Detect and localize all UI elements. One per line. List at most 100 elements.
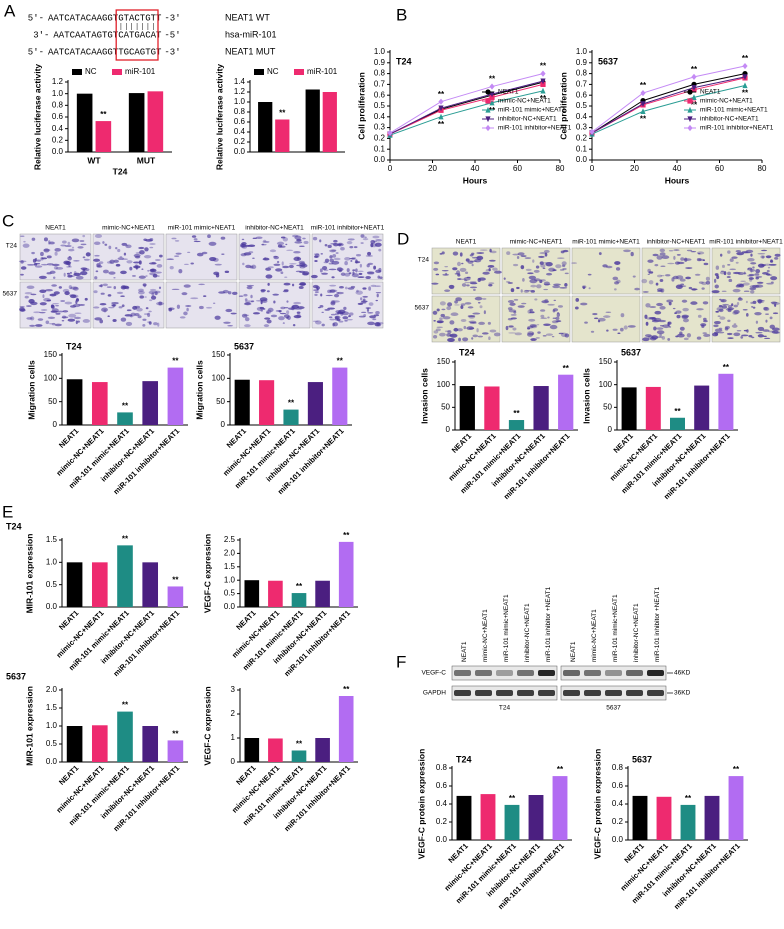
panel-label: D [397, 229, 409, 248]
cell [366, 308, 370, 312]
bar [91, 382, 108, 425]
y-tick-label: 0.9 [374, 58, 386, 67]
cell [641, 278, 648, 284]
cell [761, 255, 765, 259]
cell [185, 305, 192, 307]
bar [91, 562, 108, 607]
cell [252, 312, 261, 315]
cell [263, 324, 270, 328]
cell [299, 282, 306, 286]
cell [244, 317, 250, 322]
cell [458, 337, 461, 342]
cell [332, 300, 340, 303]
chart-title: T24 [66, 341, 82, 351]
cell [106, 286, 112, 288]
cell [139, 295, 144, 299]
cell [279, 312, 287, 315]
cell [736, 301, 740, 306]
cell [477, 335, 483, 338]
cell [472, 334, 479, 338]
y-axis-label: VEGF-C expression [202, 534, 212, 613]
cell [683, 337, 689, 341]
cell [540, 263, 546, 268]
cell [540, 317, 548, 319]
cell [69, 271, 73, 274]
cell [300, 263, 308, 268]
cell [543, 249, 550, 253]
cell [463, 325, 467, 330]
cell [39, 302, 47, 306]
cell [667, 321, 672, 325]
y-axis-label: Relative luciferase activity [32, 64, 42, 171]
x-tick-label: 0 [388, 164, 393, 173]
cell [374, 285, 381, 287]
cell [588, 287, 591, 290]
cell [454, 273, 461, 275]
cell [314, 293, 318, 296]
cell [702, 301, 709, 305]
cell [298, 270, 306, 274]
legend-label: NC [85, 67, 97, 76]
cell [190, 262, 194, 265]
cell [755, 275, 763, 278]
cell [555, 264, 562, 269]
cell [93, 290, 98, 294]
marker [589, 128, 595, 136]
cell [552, 285, 561, 289]
cell [82, 234, 86, 238]
bar [128, 93, 145, 152]
y-axis-label: Migration cells [194, 360, 204, 420]
seq-site: CATGACA [118, 30, 156, 40]
cell [124, 286, 130, 289]
cell [63, 260, 70, 265]
cell [453, 327, 459, 332]
cell [556, 312, 561, 317]
lane-label: miR-101 mimic+NEAT1 [612, 594, 619, 662]
y-tick-label: 0.3 [374, 123, 386, 132]
cell [655, 282, 659, 286]
cell [119, 256, 123, 258]
cell [662, 324, 671, 329]
cell [187, 251, 191, 254]
cell [266, 311, 270, 314]
cell [465, 271, 469, 275]
cell [20, 273, 24, 276]
y-tick-label: 1.0 [52, 89, 64, 98]
cell [20, 235, 25, 238]
marker [640, 89, 646, 97]
cell [43, 237, 48, 242]
cell [41, 257, 48, 260]
seq-name: hsa-miR-101 [225, 29, 277, 39]
cell [435, 328, 441, 332]
cell [203, 295, 207, 298]
chart-title: 5637 [632, 754, 652, 764]
cell [666, 299, 674, 303]
cell [366, 271, 375, 274]
cell [199, 305, 204, 310]
cell [698, 281, 704, 284]
cell [348, 315, 351, 318]
cell [681, 314, 690, 318]
cell [539, 252, 547, 255]
cell [48, 241, 55, 245]
cell [135, 252, 142, 254]
cell [243, 314, 250, 317]
cell [612, 328, 618, 331]
legend-label: miR-101 [125, 67, 156, 76]
y-tick-label: 0 [221, 420, 226, 429]
y-tick-label: 0 [53, 420, 58, 429]
x-tick-label: NEAT1 [57, 426, 80, 449]
marker [485, 89, 491, 95]
cell [688, 286, 693, 290]
cell [547, 316, 550, 319]
cell [374, 322, 381, 327]
cell [656, 327, 664, 330]
cell [741, 251, 749, 254]
cell [360, 302, 367, 304]
lane-label: miR-101 inhibitor +NEAT1 [545, 586, 552, 662]
cell [238, 295, 244, 297]
cell [269, 249, 277, 253]
marker [540, 87, 546, 94]
cell [319, 305, 324, 308]
cell [732, 311, 739, 315]
